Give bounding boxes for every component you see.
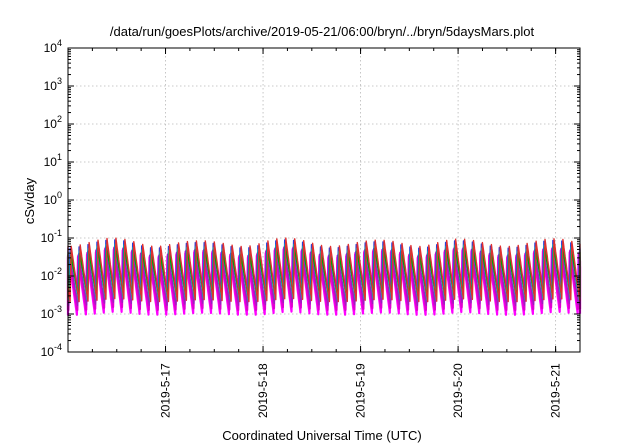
y-tick-label: 10-3 (41, 304, 62, 321)
series-layer (66, 237, 582, 316)
x-tick-label: 2019-5-18 (256, 363, 270, 418)
y-tick-label: 102 (44, 114, 62, 131)
y-tick-label: 101 (44, 152, 62, 169)
x-tick-label: 2019-5-19 (354, 363, 368, 418)
y-axis: 10-4 10-3 10-2 10-1 100 101 102 103 104 (41, 38, 580, 359)
y-axis-label: cSv/day (22, 177, 37, 224)
chart-title: /data/run/goesPlots/archive/2019-05-21/0… (110, 24, 535, 39)
x-tick-label: 2019-5-17 (159, 363, 173, 418)
grid (68, 48, 580, 352)
x-tick-label: 2019-5-21 (549, 363, 563, 418)
series-line (67, 237, 581, 303)
x-tick-label: 2019-5-20 (451, 363, 465, 418)
y-tick-label: 10-1 (41, 228, 62, 245)
x-axis-label: Coordinated Universal Time (UTC) (222, 428, 421, 443)
x-axis: 2019-5-17 2019-5-18 2019-5-19 2019-5-20 2019… (67, 48, 581, 418)
y-tick-label: 103 (44, 76, 62, 93)
y-tick-label: 10-2 (41, 266, 62, 283)
y-tick-label: 100 (44, 190, 62, 207)
y-tick-label: 104 (44, 38, 62, 55)
y-tick-label: 10-4 (41, 342, 62, 359)
